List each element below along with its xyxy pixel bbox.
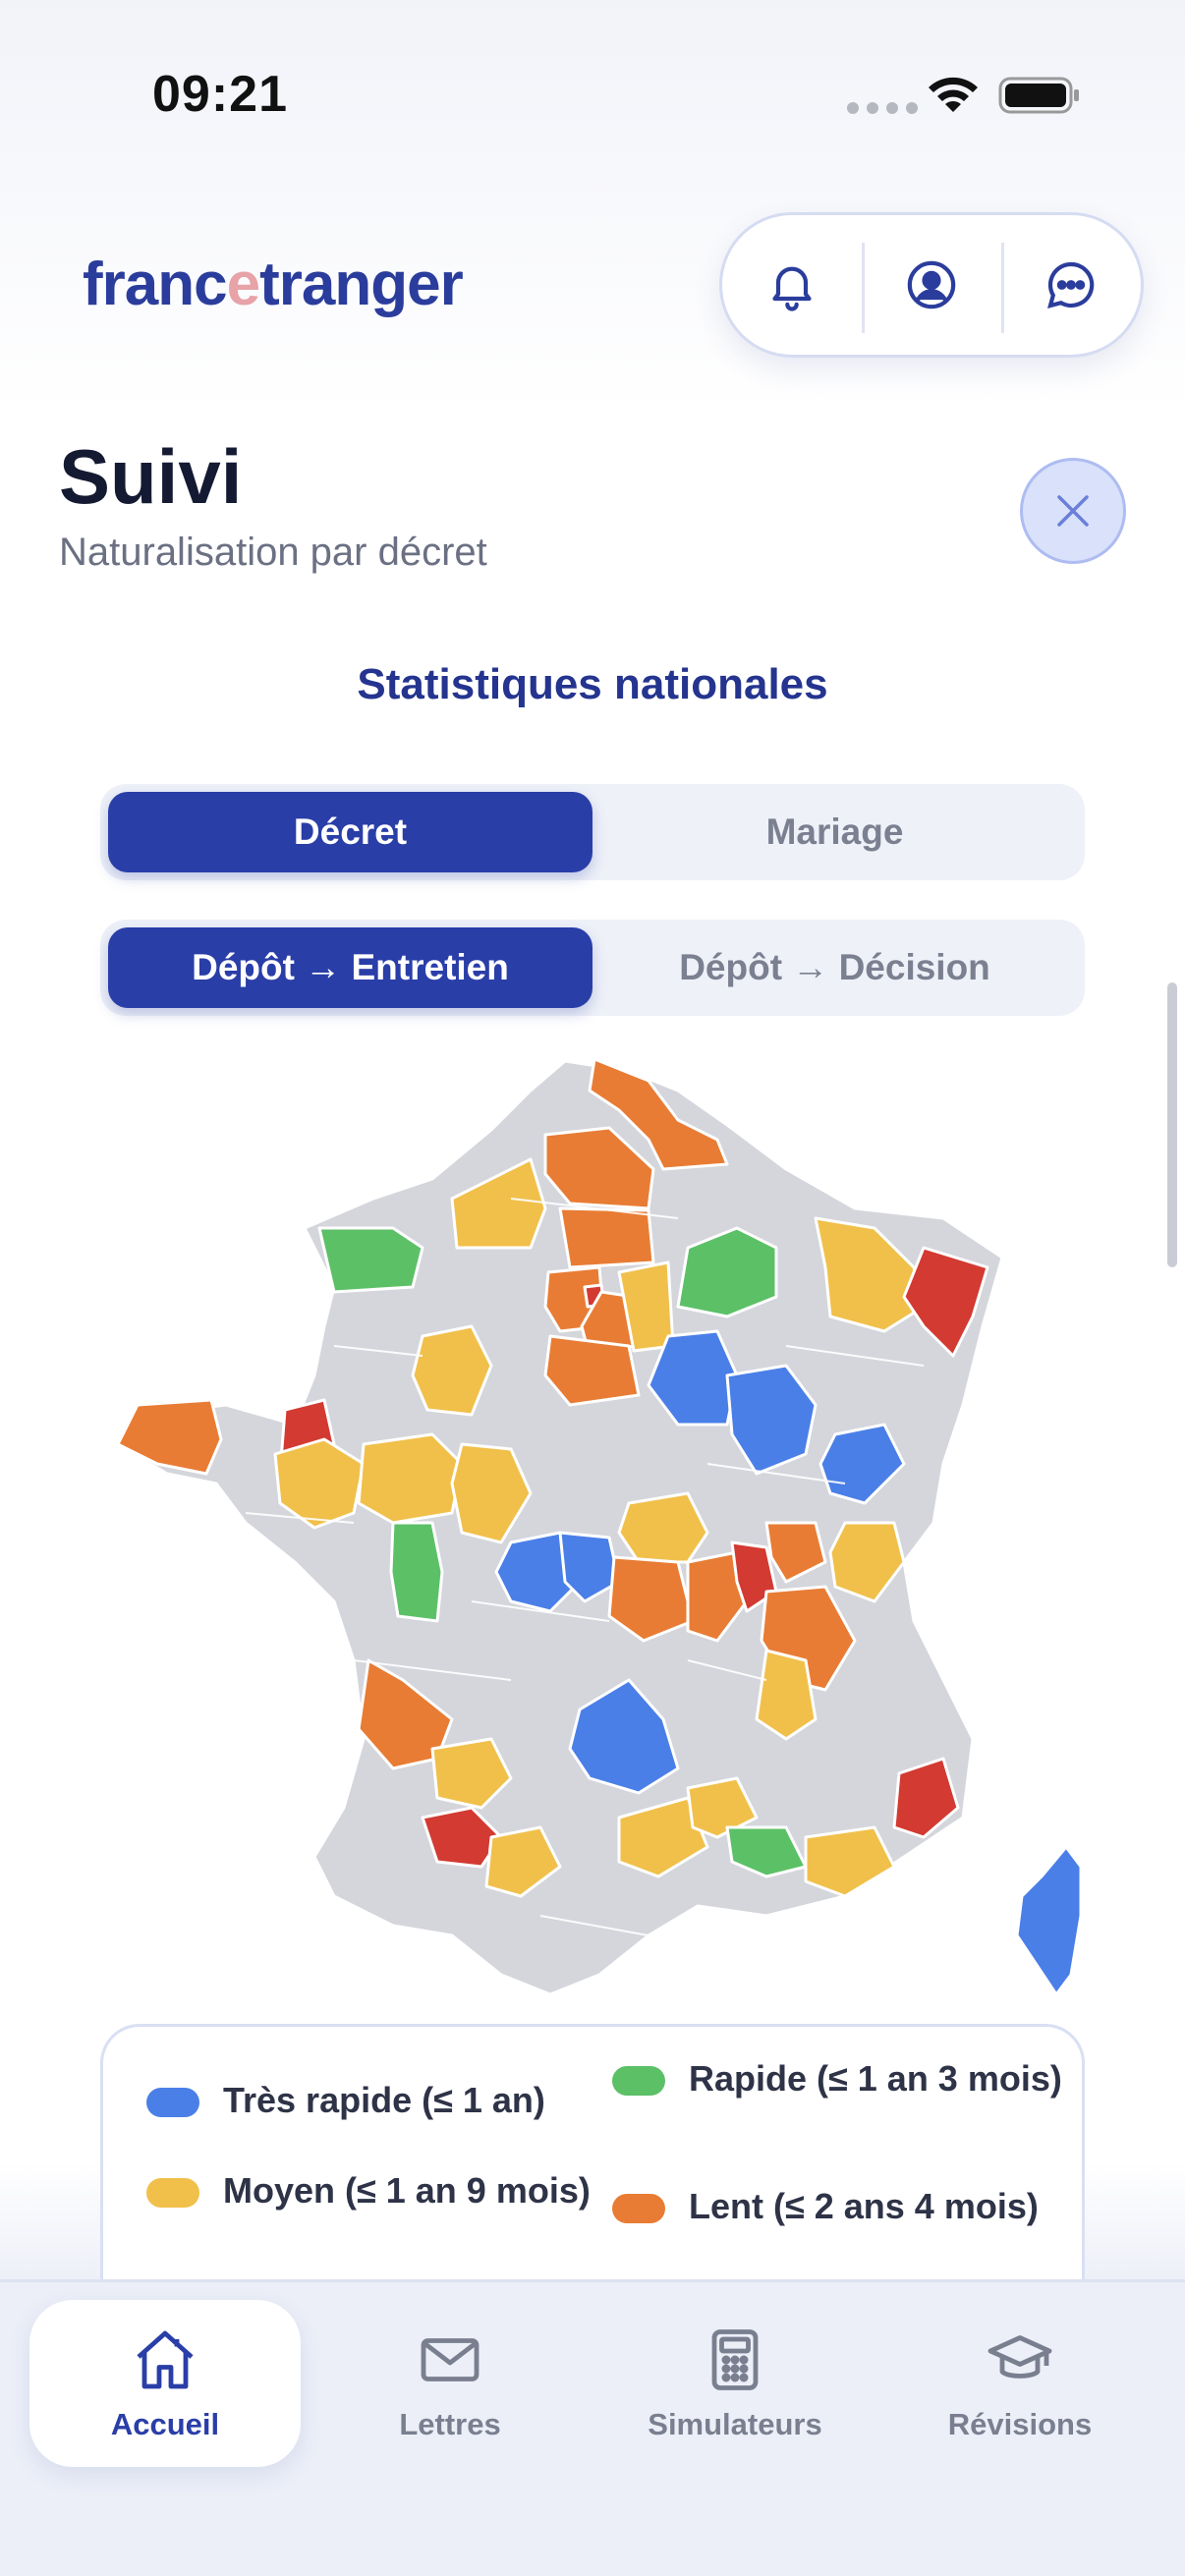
page-subtitle: Naturalisation par décret	[59, 531, 487, 574]
map-dept[interactable]	[686, 1550, 749, 1643]
legend-item: Rapide (≤ 1 an 3 mois)	[612, 2058, 1072, 2100]
battery-icon	[998, 77, 1079, 114]
map-corsica[interactable]	[1015, 1845, 1083, 1996]
status-bar: 09:21	[0, 0, 1185, 187]
tab-label: Simulateurs	[648, 2407, 822, 2441]
logo-accent: e	[226, 251, 260, 318]
tab-accueil[interactable]: Accueil	[29, 2300, 301, 2467]
tab-label: Lettres	[399, 2407, 501, 2441]
map-dept[interactable]	[676, 1226, 778, 1318]
notifications-button[interactable]	[722, 215, 862, 355]
legend-swatch	[146, 2178, 199, 2208]
tab-depot-decision[interactable]: Dépôt → Décision	[679, 947, 990, 987]
tab-lettres[interactable]: Lettres	[314, 2300, 586, 2467]
map-dept[interactable]	[647, 1329, 739, 1427]
tab-decret[interactable]: Décret	[108, 792, 592, 872]
mail-icon	[421, 2338, 480, 2381]
map-dept[interactable]	[357, 1432, 464, 1525]
map-dept[interactable]	[828, 1521, 906, 1603]
legend-label: Lent (≤ 2 ans 4 mois)	[689, 2186, 1039, 2226]
bottom-tab-bar: Accueil Lettres Simulateurs Révisions	[0, 2279, 1185, 2576]
map-legend: Très rapide (≤ 1 an) Rapide (≤ 1 an 3 mo…	[100, 2024, 1085, 2319]
tab-revisions[interactable]: Révisions	[884, 2300, 1156, 2467]
legend-label: Très rapide (≤ 1 an)	[223, 2080, 545, 2120]
map-dept[interactable]	[725, 1825, 808, 1878]
legend-label: Moyen (≤ 1 an 9 mois)	[223, 2170, 591, 2211]
map-dept[interactable]	[116, 1398, 223, 1476]
procedure-tabs: Décret Mariage	[100, 784, 1085, 880]
legend-item: Lent (≤ 2 ans 4 mois)	[612, 2186, 1072, 2227]
legend-item: Très rapide (≤ 1 an)	[146, 2080, 606, 2121]
legend-item: Moyen (≤ 1 an 9 mois)	[146, 2170, 606, 2212]
map-dept[interactable]	[558, 1206, 655, 1269]
map-dept[interactable]	[484, 1825, 562, 1898]
home-icon	[137, 2330, 194, 2389]
map-svg	[116, 1057, 1083, 1996]
close-button[interactable]	[1020, 458, 1126, 564]
map-dept[interactable]	[804, 1825, 896, 1898]
legend-swatch	[612, 2066, 665, 2096]
tab-mariage[interactable]: Mariage	[765, 812, 904, 852]
tab-label: Accueil	[110, 2407, 220, 2441]
france-department-map	[98, 1051, 1091, 2004]
wifi-icon	[929, 77, 978, 112]
map-dept[interactable]	[411, 1324, 493, 1417]
page-title: Suivi	[59, 433, 243, 520]
map-dept[interactable]	[543, 1334, 641, 1407]
tab-depot-entretien[interactable]: Dépôt → Entretien	[108, 927, 592, 1008]
map-dept[interactable]	[814, 1216, 926, 1333]
tab-simulateurs[interactable]: Simulateurs	[599, 2300, 871, 2467]
map-dept[interactable]	[892, 1757, 960, 1839]
map-dept[interactable]	[902, 1246, 989, 1358]
map-dept[interactable]	[558, 1531, 621, 1603]
section-title: Statistiques nationales	[357, 660, 828, 708]
map-dept[interactable]	[725, 1364, 818, 1476]
map-dept[interactable]	[317, 1226, 424, 1294]
user-icon	[907, 260, 956, 309]
chat-icon	[1047, 261, 1095, 308]
scrollbar-thumb[interactable]	[1167, 982, 1177, 1267]
logo-text-2: tranger	[259, 251, 464, 318]
legend-swatch	[146, 2088, 199, 2117]
map-dept[interactable]	[755, 1649, 818, 1741]
profile-button[interactable]	[862, 215, 1001, 355]
chat-button[interactable]	[1001, 215, 1141, 355]
phase-tabs: Dépôt → Entretien Dépôt → Décision	[100, 920, 1085, 1016]
map-france-base	[116, 1059, 1004, 1996]
legend-label: Rapide (≤ 1 an 3 mois)	[689, 2058, 1062, 2099]
map-dept[interactable]	[588, 1057, 729, 1171]
graduation-cap-icon	[988, 2335, 1052, 2379]
map-dept[interactable]	[450, 1157, 547, 1250]
brand-logo[interactable]: francetranger	[83, 250, 464, 319]
cellular-signal-icon	[847, 102, 918, 114]
map-dept[interactable]	[543, 1126, 655, 1210]
map-dept[interactable]	[617, 1796, 709, 1878]
map-dept[interactable]	[617, 1491, 709, 1564]
tab-label: Révisions	[947, 2407, 1093, 2441]
calculator-icon	[711, 2329, 759, 2390]
map-dept[interactable]	[430, 1737, 513, 1810]
status-time: 09:21	[152, 66, 288, 123]
map-dept[interactable]	[607, 1555, 695, 1643]
bell-icon	[772, 266, 812, 311]
header-actions	[719, 212, 1144, 358]
map-dept[interactable]	[764, 1521, 827, 1584]
logo-text-1: franc	[83, 251, 228, 318]
map-dept[interactable]	[450, 1442, 533, 1544]
map-dept[interactable]	[389, 1521, 444, 1623]
close-icon	[1057, 495, 1089, 527]
map-dept[interactable]	[568, 1678, 680, 1795]
map-dept[interactable]	[273, 1437, 366, 1530]
legend-swatch	[612, 2194, 665, 2223]
